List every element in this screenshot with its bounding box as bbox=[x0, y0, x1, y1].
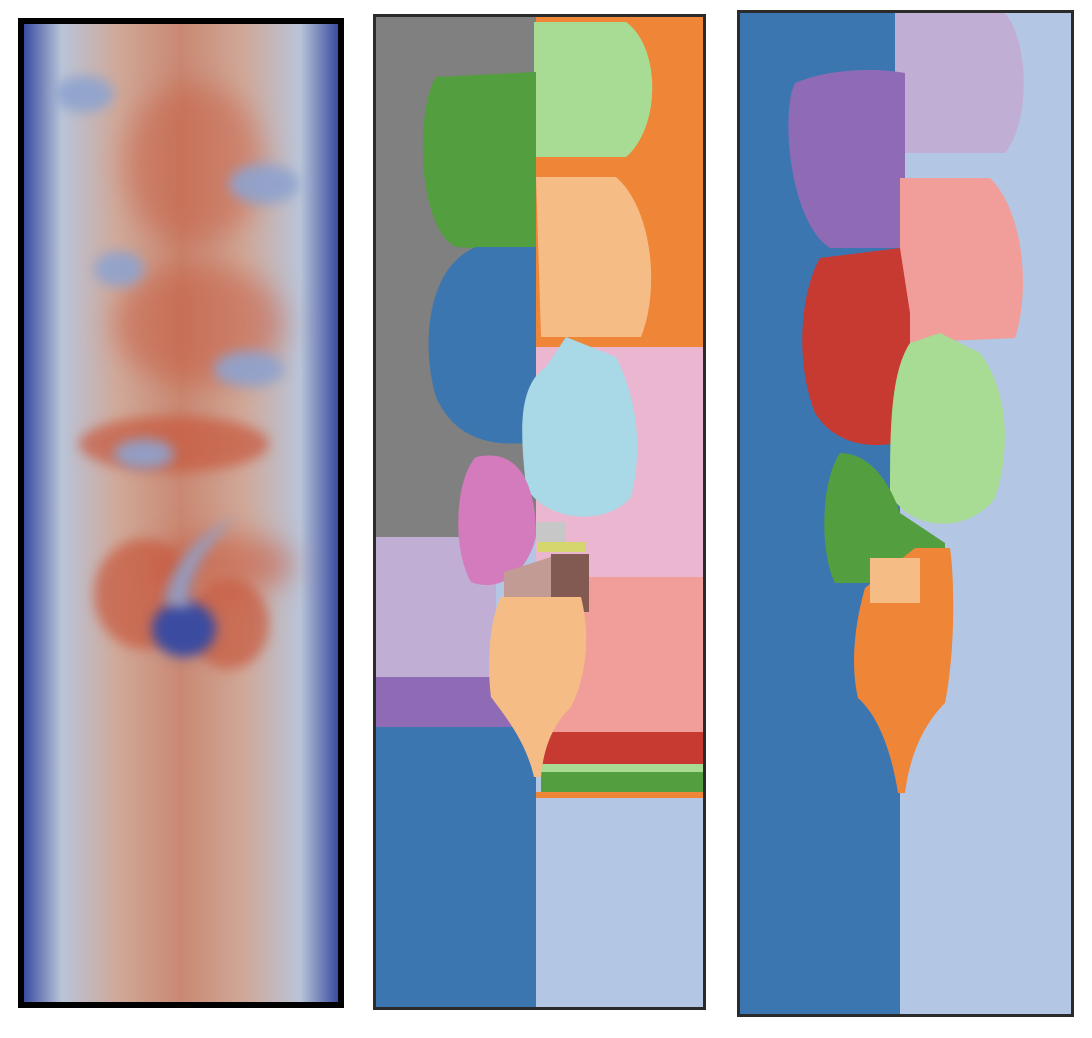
segment-region bbox=[541, 764, 703, 772]
segment-region bbox=[536, 792, 703, 798]
field-feature bbox=[189, 579, 269, 669]
segment-region bbox=[802, 248, 910, 446]
field-feature bbox=[124, 84, 264, 244]
segment-region bbox=[428, 247, 536, 444]
segment-region bbox=[788, 70, 905, 249]
segment-region bbox=[536, 522, 566, 542]
field-feature bbox=[114, 439, 174, 469]
field-feature bbox=[152, 601, 216, 657]
segment-region bbox=[536, 177, 652, 337]
field-feature bbox=[79, 416, 269, 472]
segment-region bbox=[538, 542, 586, 552]
segmentation-fine-panel bbox=[373, 14, 706, 1010]
segment-region bbox=[541, 772, 703, 792]
field-feature bbox=[94, 251, 144, 287]
segment-region bbox=[870, 558, 920, 603]
flow-field-panel bbox=[18, 18, 344, 1008]
segment-region bbox=[895, 13, 1024, 153]
flow-field-image bbox=[24, 24, 338, 1002]
segment-region bbox=[376, 727, 536, 1007]
field-feature bbox=[164, 514, 239, 609]
segment-region bbox=[890, 333, 1005, 524]
segmentation-coarse-panel bbox=[737, 10, 1074, 1017]
segmentation-coarse-image bbox=[740, 13, 1071, 1014]
segment-region bbox=[900, 178, 1023, 343]
field-feature bbox=[229, 164, 299, 204]
segmentation-fine-image bbox=[376, 17, 703, 1007]
field-feature bbox=[214, 351, 284, 387]
segment-region bbox=[422, 72, 536, 252]
segment-region bbox=[541, 732, 703, 764]
segment-region bbox=[489, 597, 587, 777]
field-feature bbox=[54, 76, 114, 112]
segment-region bbox=[458, 455, 536, 585]
segment-region bbox=[534, 22, 653, 157]
segment-region bbox=[854, 548, 954, 793]
segment-region bbox=[522, 337, 638, 517]
